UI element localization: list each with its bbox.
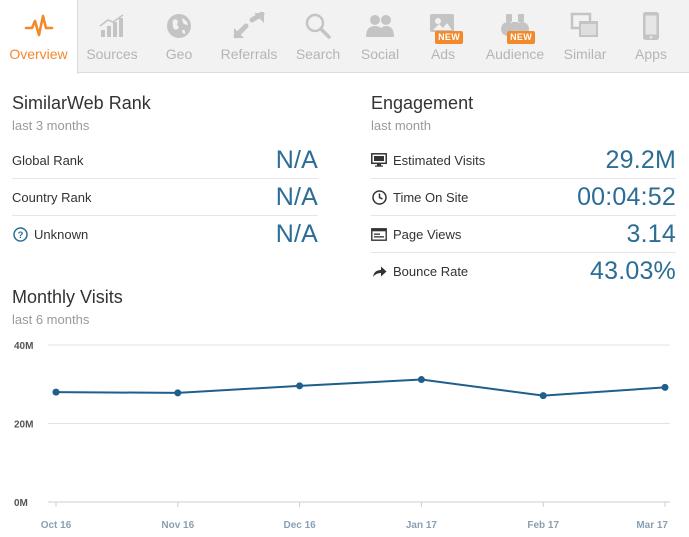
tab-label: Apps	[635, 46, 667, 62]
rank-title: SimilarWeb Rank	[12, 93, 151, 113]
tab-geo[interactable]: Geo	[146, 0, 212, 73]
tab-ads[interactable]: NEW Ads	[410, 0, 476, 73]
x-tick-label: Dec 16	[283, 520, 316, 531]
engagement-title: Engagement	[371, 93, 474, 113]
x-tick-label: Oct 16	[41, 520, 72, 531]
x-tick-label: Mar 17	[636, 520, 668, 531]
tab-social[interactable]: Social	[350, 0, 410, 73]
arrows-icon	[229, 10, 269, 42]
metric-label: Country Rank	[12, 189, 92, 205]
share-arrow-icon	[371, 264, 387, 280]
data-point	[417, 376, 425, 384]
unknown-rank-label[interactable]: ? Unknown	[12, 227, 88, 243]
metric-label-text: Time On Site	[393, 189, 469, 205]
engagement-subtitle: last month	[371, 118, 431, 133]
tab-referrals[interactable]: Referrals	[212, 0, 286, 73]
tab-sources[interactable]: Sources	[78, 0, 146, 73]
metric-label: Global Rank	[12, 152, 84, 168]
pages-icon	[371, 226, 387, 242]
windows-icon	[565, 10, 605, 42]
tab-label: Referrals	[220, 46, 278, 62]
question-circle-icon[interactable]: ?	[12, 227, 28, 243]
data-point	[661, 383, 669, 391]
tab-search[interactable]: Search	[286, 0, 350, 73]
y-tick-label: 0M	[14, 498, 28, 509]
metric-value: N/A	[275, 220, 318, 248]
tab-similar[interactable]: Similar	[554, 0, 616, 73]
ad-display-icon: NEW	[423, 10, 463, 44]
bar-chart-icon	[92, 10, 132, 42]
tab-label: Audience	[485, 46, 545, 62]
country-rank-row: Country Rank N/A	[12, 179, 318, 216]
tab-label: Overview	[9, 46, 68, 62]
metric-value: N/A	[275, 145, 318, 174]
tab-audience[interactable]: NEW Audience	[476, 0, 554, 73]
metric-value: 29.2M	[605, 145, 676, 174]
tab-apps[interactable]: Apps	[616, 0, 686, 73]
data-point	[52, 388, 60, 396]
y-tick-label: 20M	[14, 420, 33, 431]
visits-title: Monthly Visits	[12, 287, 123, 307]
y-tick-label: 40M	[14, 341, 33, 352]
x-tick-label: Jan 17	[406, 520, 438, 531]
tab-label: Ads	[430, 46, 456, 62]
data-point	[539, 392, 547, 400]
metric-label-text: Unknown	[34, 227, 89, 242]
x-tick-label: Feb 17	[527, 520, 559, 531]
data-point	[174, 389, 182, 397]
metric-label-text: Estimated Visits	[393, 152, 486, 168]
metric-label-text: Bounce Rate	[393, 264, 469, 279]
tab-label: Search	[295, 46, 341, 62]
rank-subtitle: last 3 months	[12, 118, 90, 133]
metric-value: N/A	[275, 182, 318, 211]
bounce-rate-row: Bounce Rate 43.03%	[371, 253, 676, 290]
new-badge: NEW	[435, 31, 463, 44]
metric-label-text: Page Views	[393, 226, 462, 242]
monthly-visits-chart: 0M 20M 40M Oct 16 Nov 16 Dec 16 Jan 17 Feb 17 Ma…	[14, 341, 670, 531]
new-badge: NEW	[507, 31, 535, 44]
metric-value: 3.14	[626, 219, 676, 248]
phone-icon	[631, 10, 671, 42]
people-icon	[360, 10, 400, 42]
tab-label: Sources	[86, 46, 138, 62]
binoculars-icon: NEW	[495, 10, 535, 44]
visits-subtitle: last 6 months	[12, 312, 90, 327]
tab-label: Social	[360, 46, 400, 62]
magnifier-icon	[298, 10, 338, 42]
pulse-icon	[19, 10, 59, 42]
series-line	[55, 378, 666, 397]
estimated-visits-row: Estimated Visits 29.2M	[371, 142, 676, 179]
monitor-icon	[371, 152, 387, 168]
top-navigation: Overview Sources Geo	[0, 0, 689, 74]
x-tick-label: Nov 16	[161, 520, 194, 531]
global-rank-row: Global Rank N/A	[12, 142, 318, 179]
svg-text:?: ?	[17, 230, 23, 241]
tab-label: Geo	[165, 46, 193, 62]
metric-value: 00:04:52	[577, 182, 676, 211]
page-views-row: Page Views 3.14	[371, 216, 676, 253]
time-on-site-row: Time On Site 00:04:52	[371, 179, 676, 216]
metric-value: 43.03%	[590, 257, 676, 285]
globe-icon	[159, 10, 199, 42]
tab-label: Similar	[563, 46, 607, 62]
tab-overview[interactable]: Overview	[0, 0, 78, 74]
unknown-rank-row: ? Unknown N/A	[12, 216, 318, 253]
data-point	[296, 382, 304, 390]
clock-icon	[371, 189, 387, 205]
